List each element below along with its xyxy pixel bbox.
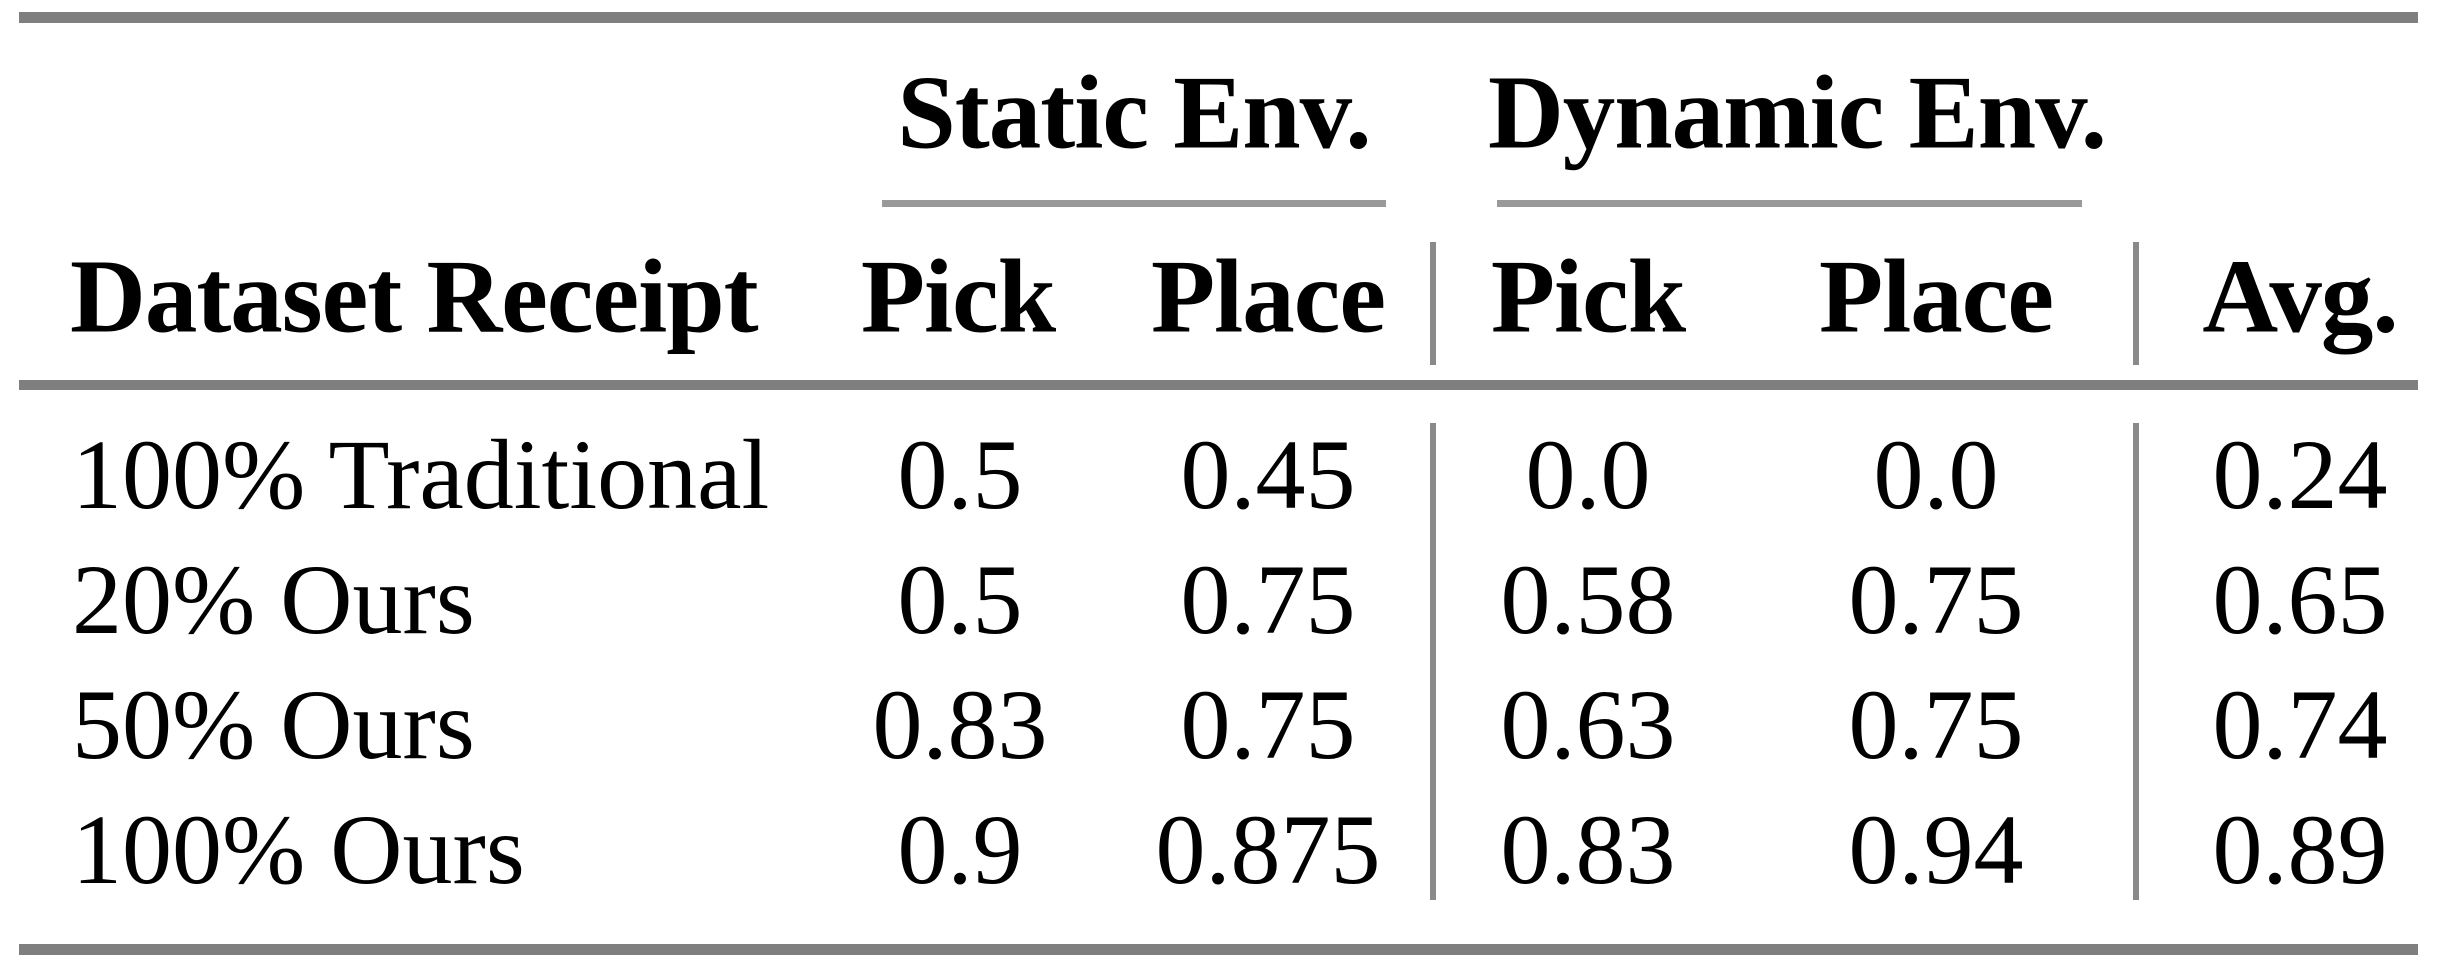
table-header-rule	[19, 380, 2418, 390]
row-label: 20% Ours	[72, 544, 475, 655]
table-bottom-rule	[19, 944, 2418, 955]
header-static-pick: Pick	[860, 237, 1056, 355]
column-group-dynamic-env: Dynamic Env.	[1487, 53, 2107, 171]
header-dynamic-place: Place	[1818, 237, 2054, 355]
row-label: 50% Ours	[72, 669, 475, 780]
cell-static-pick: 0.5	[897, 544, 1023, 655]
row-label: 100% Traditional	[72, 419, 770, 530]
cell-dynamic-place: 0.75	[1848, 544, 2024, 655]
cell-static-place: 0.45	[1180, 419, 1356, 530]
cell-dynamic-pick: 0.0	[1525, 419, 1651, 530]
cell-static-pick: 0.5	[897, 419, 1023, 530]
separator-static-dynamic-body	[1430, 423, 1436, 900]
cell-static-place: 0.75	[1180, 544, 1356, 655]
cell-dynamic-place: 0.94	[1848, 794, 2024, 905]
cell-static-place: 0.75	[1180, 669, 1356, 780]
table-top-rule	[19, 12, 2418, 23]
cell-avg: 0.65	[2212, 544, 2388, 655]
dynamic-env-underline-rule	[1497, 200, 2082, 207]
cell-static-pick: 0.83	[872, 669, 1048, 780]
cell-dynamic-place: 0.75	[1848, 669, 2024, 780]
cell-dynamic-pick: 0.83	[1500, 794, 1676, 905]
header-dynamic-pick: Pick	[1490, 237, 1686, 355]
separator-dynamic-avg-body	[2133, 423, 2139, 900]
header-avg: Avg.	[2202, 237, 2398, 355]
cell-avg: 0.24	[2212, 419, 2388, 530]
cell-avg: 0.89	[2212, 794, 2388, 905]
cell-dynamic-pick: 0.58	[1500, 544, 1676, 655]
row-label: 100% Ours	[72, 794, 525, 905]
separator-dynamic-avg-header	[2133, 242, 2139, 365]
header-dataset-receipt: Dataset Receipt	[70, 237, 759, 355]
static-env-underline-rule	[882, 200, 1386, 207]
separator-static-dynamic-header	[1430, 242, 1436, 365]
cell-avg: 0.74	[2212, 669, 2388, 780]
cell-dynamic-place: 0.0	[1873, 419, 1999, 530]
cell-dynamic-pick: 0.63	[1500, 669, 1676, 780]
cell-static-pick: 0.9	[897, 794, 1023, 905]
header-static-place: Place	[1150, 237, 1386, 355]
column-group-static-env: Static Env.	[897, 53, 1371, 171]
cell-static-place: 0.875	[1155, 794, 1381, 905]
